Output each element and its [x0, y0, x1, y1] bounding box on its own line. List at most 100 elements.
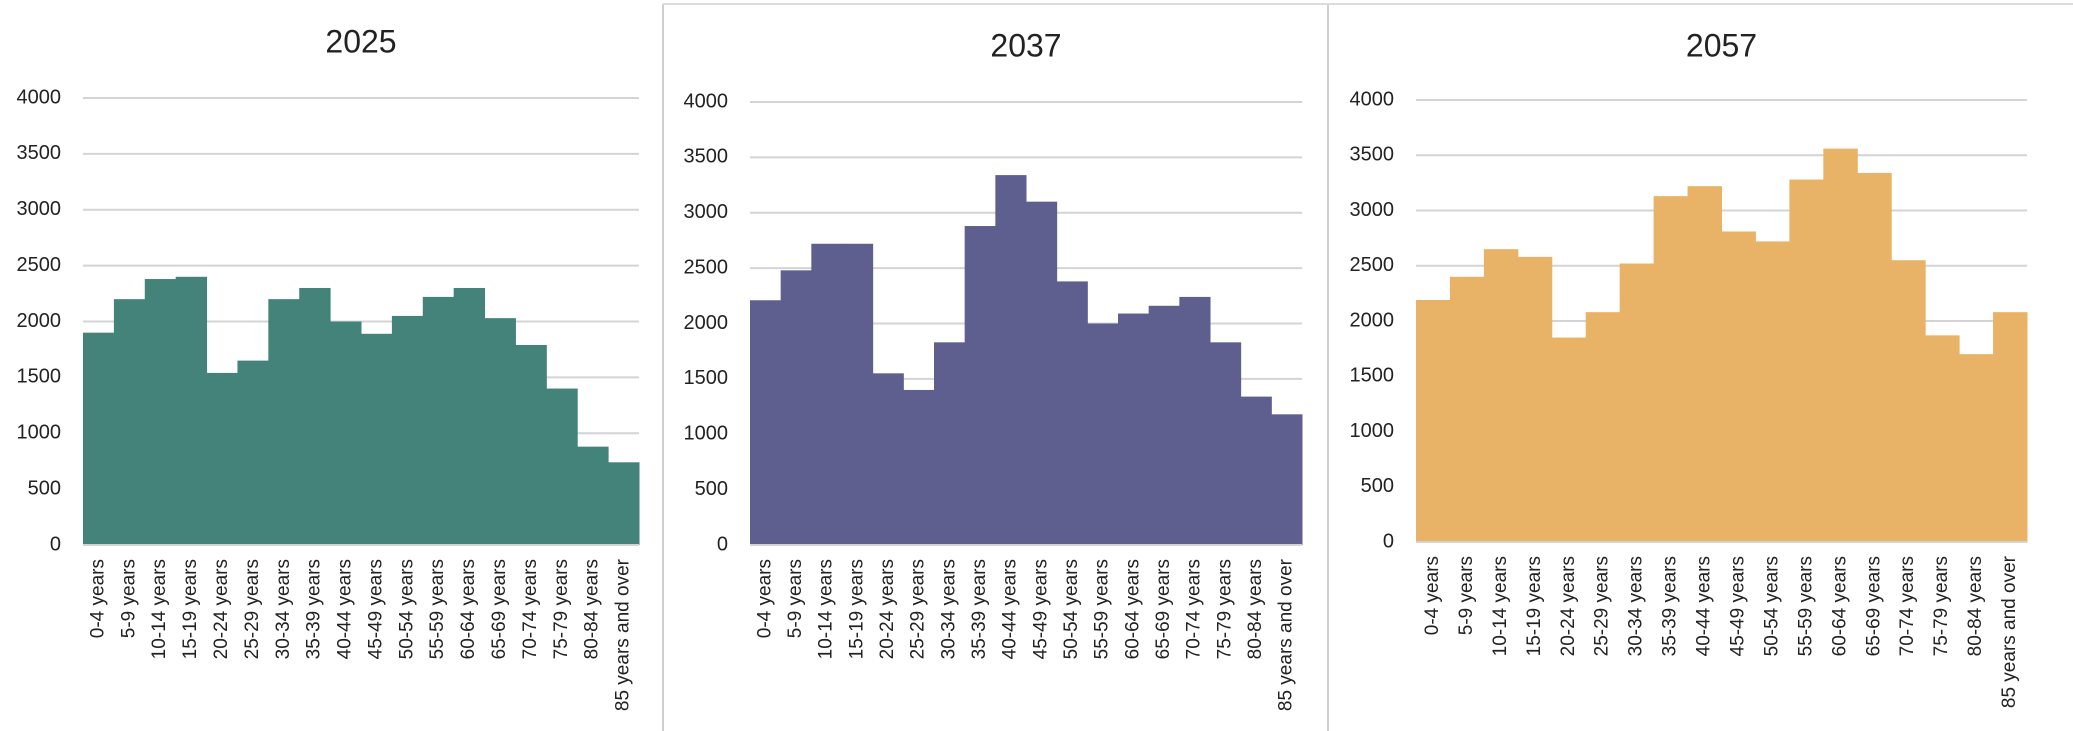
- x-tick-label: 35-39 years: [1660, 556, 1681, 656]
- y-tick-label: 1500: [1350, 365, 1395, 387]
- x-tick-label: 45-49 years: [1030, 559, 1051, 659]
- y-tick-label: 2000: [17, 310, 62, 332]
- x-tick-label: 40-44 years: [1000, 559, 1021, 659]
- y-tick-label: 3500: [17, 142, 62, 164]
- x-tick-label: 70-74 years: [520, 559, 541, 659]
- x-tick-label: 80-84 years: [1965, 556, 1986, 656]
- bar: [206, 372, 238, 545]
- y-tick-label: 1500: [17, 366, 62, 388]
- y-tick-label: 2500: [684, 256, 729, 278]
- bar: [1483, 249, 1519, 543]
- y-tick-label: 2000: [1350, 309, 1395, 331]
- y-tick-label: 500: [695, 478, 728, 500]
- bar: [1959, 354, 1994, 542]
- bar: [1857, 172, 1892, 542]
- chart-title: 2037: [990, 27, 1061, 63]
- x-tick-label: 0-4 years: [754, 559, 775, 638]
- y-tick-label: 3500: [1350, 144, 1395, 166]
- y-tick-label: 2500: [1350, 254, 1395, 276]
- bar: [1925, 335, 1960, 542]
- x-tick-label: 5-9 years: [1456, 556, 1477, 635]
- x-tick-label: 20-24 years: [1558, 556, 1579, 656]
- x-tick-label: 60-64 years: [458, 559, 479, 659]
- bar: [903, 389, 935, 545]
- x-tick-label: 15-19 years: [180, 559, 201, 659]
- x-tick-label: 55-59 years: [1795, 556, 1816, 656]
- bar: [1026, 201, 1058, 546]
- x-tick-label: 15-19 years: [846, 559, 867, 659]
- y-tick-label: 500: [28, 477, 61, 499]
- x-tick-label: 55-59 years: [427, 559, 448, 659]
- x-tick-label: 45-49 years: [1727, 556, 1748, 656]
- x-tick-label: 35-39 years: [969, 559, 990, 659]
- x-tick-label: 30-34 years: [273, 559, 294, 659]
- x-tick-label: 10-14 years: [816, 559, 837, 659]
- x-tick-label: 20-24 years: [877, 559, 898, 659]
- x-tick-label: 15-19 years: [1524, 556, 1545, 656]
- y-tick-label: 4000: [684, 90, 729, 112]
- y-tick-label: 0: [50, 533, 61, 555]
- x-tick-label: 50-54 years: [396, 559, 417, 659]
- bar: [515, 344, 547, 545]
- x-tick-label: 50-54 years: [1761, 556, 1782, 656]
- bar: [842, 243, 874, 545]
- x-tick-label: 35-39 years: [304, 559, 325, 659]
- chart-title: 2057: [1686, 27, 1757, 63]
- bar: [1993, 312, 2028, 542]
- x-tick-label: 65-69 years: [1153, 559, 1174, 659]
- bar: [1148, 305, 1180, 545]
- x-tick-label: 60-64 years: [1122, 559, 1143, 659]
- x-tick-label: 25-29 years: [1592, 556, 1613, 656]
- bar: [1721, 231, 1756, 542]
- bar: [1210, 342, 1242, 545]
- x-tick-label: 30-34 years: [1626, 556, 1647, 656]
- x-tick-label: 45-49 years: [365, 559, 386, 659]
- bar: [237, 360, 269, 545]
- bar: [750, 300, 782, 545]
- x-tick-label: 10-14 years: [149, 559, 170, 659]
- bar: [811, 243, 843, 545]
- x-tick-label: 80-84 years: [1245, 559, 1266, 659]
- bar: [330, 321, 362, 545]
- x-tick-label: 5-9 years: [785, 559, 806, 638]
- bar: [113, 299, 146, 545]
- bar: [995, 175, 1027, 545]
- bar: [1551, 337, 1587, 542]
- y-tick-label: 1000: [1350, 420, 1395, 442]
- y-tick-label: 4000: [17, 86, 62, 108]
- bar: [872, 373, 904, 545]
- bar: [1271, 414, 1303, 545]
- x-tick-label: 0-4 years: [87, 559, 108, 638]
- bar: [1585, 312, 1621, 542]
- bar: [361, 333, 393, 545]
- y-tick-label: 1000: [17, 422, 62, 444]
- y-tick-label: 4000: [1350, 88, 1395, 110]
- y-tick-label: 0: [1383, 530, 1394, 552]
- y-tick-label: 2500: [17, 254, 62, 276]
- x-tick-label: 75-79 years: [1931, 556, 1952, 656]
- bar: [1118, 313, 1150, 545]
- bar: [1240, 396, 1272, 545]
- x-tick-label: 55-59 years: [1092, 559, 1113, 659]
- bar: [1416, 300, 1451, 542]
- x-tick-label: 70-74 years: [1897, 556, 1918, 656]
- x-tick-label: 0-4 years: [1422, 556, 1443, 635]
- x-tick-label: 10-14 years: [1490, 556, 1511, 656]
- y-tick-label: 1500: [684, 367, 729, 389]
- y-tick-label: 3000: [684, 201, 729, 223]
- x-tick-label: 75-79 years: [551, 559, 572, 659]
- bar: [1449, 276, 1485, 542]
- bar: [1755, 241, 1790, 542]
- y-tick-label: 3500: [684, 146, 729, 168]
- bar: [422, 296, 455, 545]
- x-tick-label: 65-69 years: [1863, 556, 1884, 656]
- bar: [1789, 179, 1824, 542]
- x-tick-label: 75-79 years: [1214, 559, 1235, 659]
- bar: [175, 276, 208, 545]
- x-tick-label: 65-69 years: [489, 559, 510, 659]
- x-tick-label: 5-9 years: [118, 559, 139, 638]
- bar: [1517, 256, 1553, 542]
- chart-title: 2025: [325, 23, 396, 59]
- x-tick-label: 20-24 years: [211, 559, 232, 659]
